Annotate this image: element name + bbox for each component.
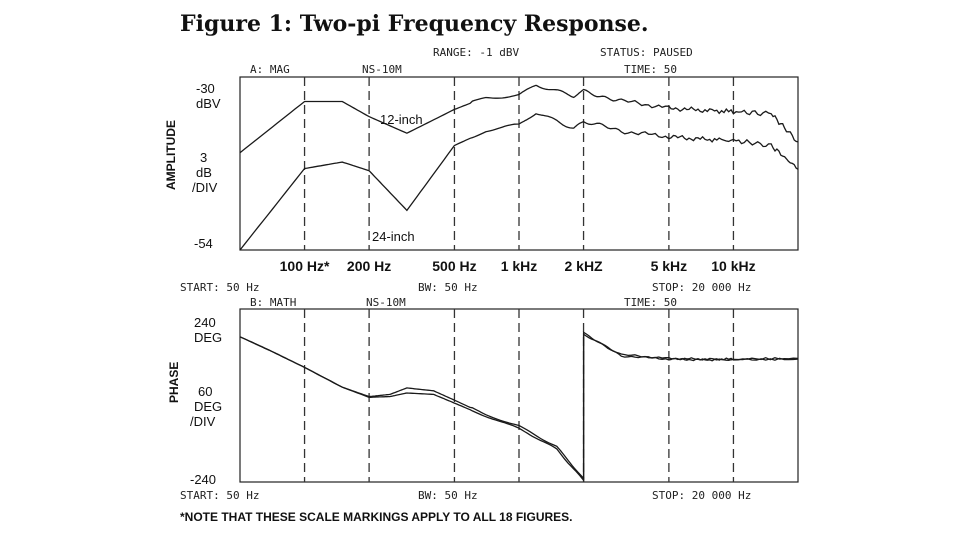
footnote: *NOTE THAT THESE SCALE MARKINGS APPLY TO…	[180, 510, 573, 524]
frequency-tick-labels: 100 Hz* 200 Hz 500 Hz 1 kHz 2 kHZ 5 kHz 10 kHz	[280, 258, 756, 274]
amplitude-series-24-inch	[239, 113, 799, 251]
mid-bw-readout: BW: 50 Hz	[418, 281, 478, 294]
phase-scale-unit: DEG	[194, 399, 222, 414]
amplitude-bottom-value: -54	[194, 236, 213, 251]
top-panel-label: A: MAG	[250, 63, 290, 76]
frequency-label-2: 500 Hz	[432, 258, 476, 274]
bottom-panel-source: NS-10M	[366, 296, 406, 309]
amplitude-scale-per-div: /DIV	[192, 180, 218, 195]
bottom-stop-readout: STOP: 20 000 Hz	[652, 489, 751, 502]
phase-top-unit: DEG	[194, 330, 222, 345]
bottom-start-readout: START: 50 Hz	[180, 489, 259, 502]
bottom-bw-readout: BW: 50 Hz	[418, 489, 478, 502]
amplitude-traces	[239, 84, 799, 251]
amplitude-scale-unit: dB	[196, 165, 212, 180]
phase-series-24-inch	[239, 332, 799, 482]
frequency-label-5: 5 kHz	[651, 258, 688, 274]
range-readout: RANGE: -1 dBV	[433, 46, 519, 59]
phase-scale-per-div: /DIV	[190, 414, 216, 429]
trace-label-24-inch: 24-inch	[372, 229, 415, 244]
phase-axis-name: PHASE	[167, 362, 181, 403]
figure-title: Figure 1: Two-pi Frequency Response.	[180, 11, 649, 37]
frequency-label-6: 10 kHz	[711, 258, 755, 274]
top-panel-source: NS-10M	[362, 63, 402, 76]
phase-top-value: 240	[194, 315, 216, 330]
time-readout-bottom: TIME: 50	[624, 296, 677, 309]
amplitude-series-12-inch	[239, 84, 799, 154]
frequency-label-1: 200 Hz	[347, 258, 391, 274]
bottom-panel-label: B: MATH	[250, 296, 296, 309]
frequency-label-4: 2 kHZ	[564, 258, 603, 274]
time-readout-top: TIME: 50	[624, 63, 677, 76]
trace-label-12-inch: 12-inch	[380, 112, 423, 127]
frequency-label-3: 1 kHz	[501, 258, 538, 274]
phase-traces	[239, 331, 799, 482]
status-readout: STATUS: PAUSED	[600, 46, 693, 59]
mid-stop-readout: STOP: 20 000 Hz	[652, 281, 751, 294]
phase-gridlines	[303, 309, 735, 482]
amplitude-top-value: -30	[196, 81, 215, 96]
amplitude-top-unit: dBV	[196, 96, 221, 111]
frequency-label-0: 100 Hz*	[280, 258, 330, 274]
amplitude-axis-name: AMPLITUDE	[164, 120, 178, 190]
amplitude-scale-value: 3	[200, 150, 207, 165]
amplitude-gridlines	[303, 77, 735, 250]
phase-bottom-value: -240	[190, 472, 216, 487]
mid-start-readout: START: 50 Hz	[180, 281, 259, 294]
phase-scale-value: 60	[198, 384, 212, 399]
